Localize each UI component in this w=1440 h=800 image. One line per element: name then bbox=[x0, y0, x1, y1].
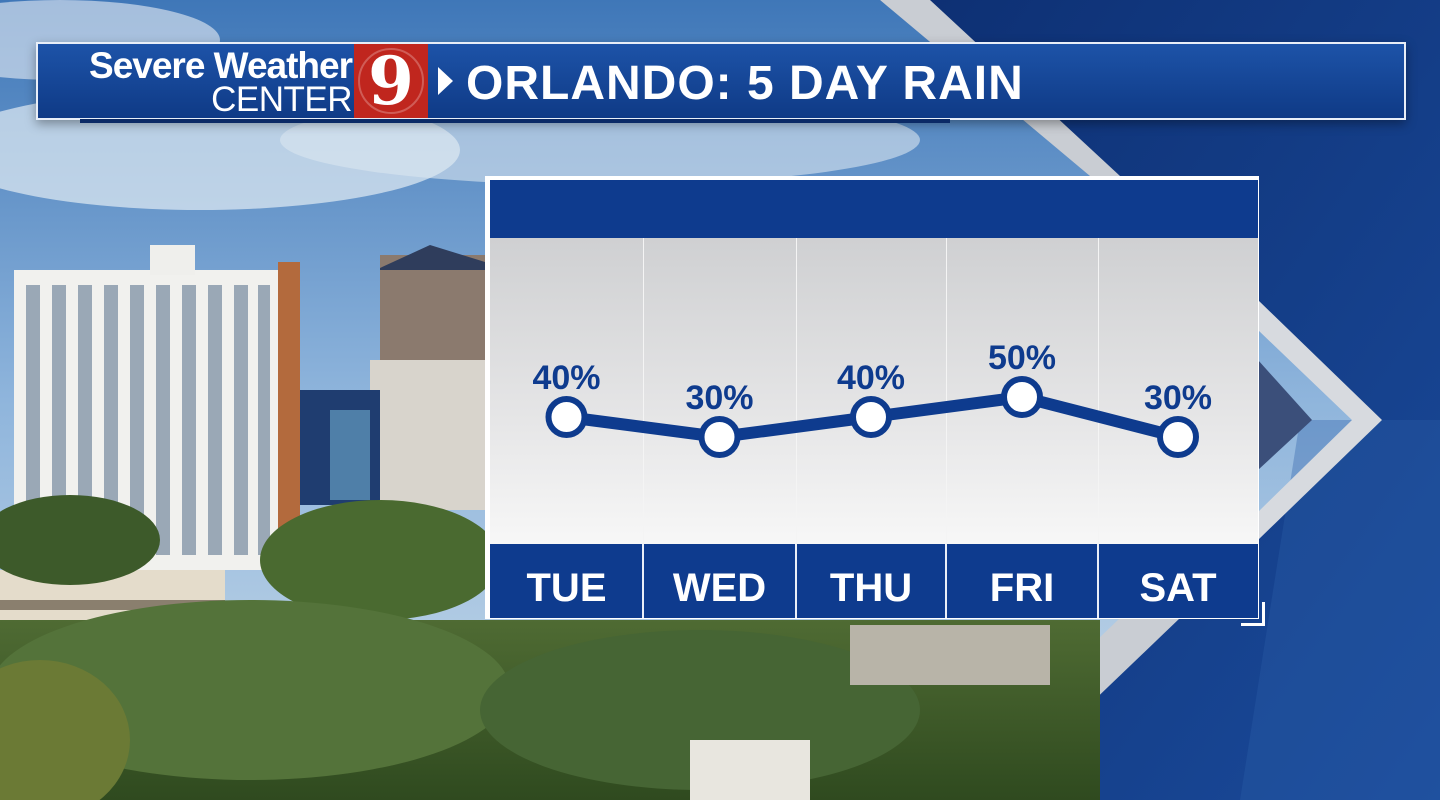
data-point-sat bbox=[1157, 416, 1199, 458]
chevron-right-icon bbox=[438, 67, 453, 95]
chart-plot-area bbox=[490, 238, 1258, 544]
brand-logo-text: Severe Weather CENTER bbox=[40, 45, 353, 119]
data-label-thu: 40% bbox=[837, 359, 905, 397]
day-label-divider bbox=[642, 544, 644, 618]
data-point-thu bbox=[850, 396, 892, 438]
day-label-divider bbox=[1097, 544, 1099, 618]
header-accent-strip bbox=[80, 119, 950, 123]
day-label-divider bbox=[945, 544, 947, 618]
day-label-thu: THU bbox=[829, 566, 913, 610]
day-label-divider bbox=[795, 544, 797, 618]
data-label-fri: 50% bbox=[988, 339, 1056, 377]
brand-line-1: Severe Weather bbox=[89, 45, 353, 86]
data-label-sat: 30% bbox=[1144, 379, 1212, 417]
data-label-tue: 40% bbox=[532, 359, 600, 397]
page-title: ORLANDO: 5 DAY RAIN bbox=[466, 57, 1024, 110]
header-bar bbox=[36, 42, 1406, 120]
day-label-wed: WED bbox=[672, 566, 767, 610]
brand-line-2: CENTER bbox=[211, 80, 352, 119]
day-label-fri: FRI bbox=[989, 566, 1055, 610]
channel-logo-ring bbox=[358, 48, 424, 114]
chart-panel-top-band bbox=[490, 180, 1258, 238]
data-label-wed: 30% bbox=[685, 379, 753, 417]
corner-bracket bbox=[1241, 602, 1265, 626]
day-label-band bbox=[490, 544, 1258, 618]
column-divider bbox=[643, 238, 644, 544]
column-divider bbox=[796, 238, 797, 544]
day-label-tue: TUE bbox=[526, 566, 607, 610]
column-divider bbox=[1098, 238, 1099, 544]
data-point-fri bbox=[1001, 376, 1043, 418]
data-point-tue bbox=[545, 396, 588, 438]
day-label-sat: SAT bbox=[1139, 566, 1217, 610]
column-divider bbox=[946, 238, 947, 544]
data-point-wed bbox=[698, 416, 741, 458]
